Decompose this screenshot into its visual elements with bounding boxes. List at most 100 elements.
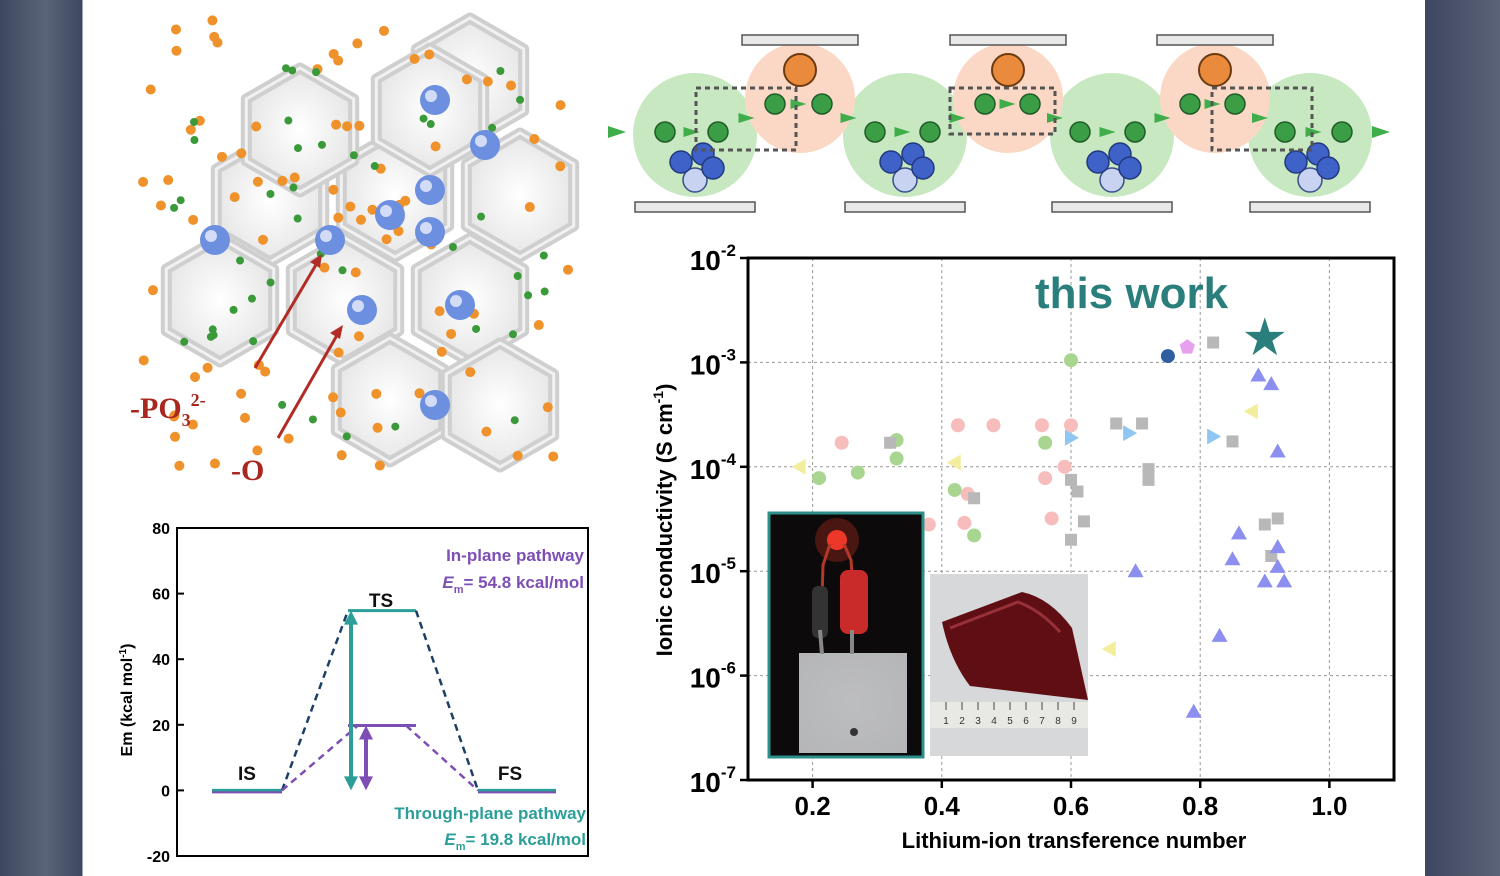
phosphonate-atom [512,450,523,461]
lithium-atom [338,266,347,275]
state-label-is: IS [238,764,256,785]
phosphonate-atom [252,176,263,187]
framework-hexagon [440,337,560,473]
ruler-number: 1 [943,716,949,727]
phosphonate-atom [328,184,339,195]
lithium-atom [236,256,245,265]
substrate-plate [949,34,1067,46]
data-point-circle [1160,349,1175,364]
red-arrow [253,254,343,439]
phosphonate-atom [542,402,553,413]
phosphonate-atom [555,100,566,111]
data-point-circle [889,451,904,466]
anion-cluster-highlight [420,180,432,192]
data-point-triangle-up [1269,443,1286,458]
data-point-triangle-up [1127,563,1144,578]
lithium-ion [654,121,676,143]
lithium-atom [342,432,351,441]
y-tick-label: 10-7 [690,763,736,798]
phosphonate-atom [342,121,353,132]
substrate-plate [1249,201,1371,213]
anion-cluster-highlight [425,395,437,407]
hop-arrow [1252,113,1268,123]
barrier-arrow-high-head [344,776,358,791]
lithium-atom [284,116,293,125]
phosphonate-atom [400,195,411,206]
anion-cluster-highlight [425,90,437,102]
phosphonate-atom [319,262,330,273]
data-point-triangle-up [1269,558,1286,573]
orange-halo [1160,43,1270,153]
data-point-square [1207,336,1220,349]
plot-frame [176,527,589,857]
lithium-atom [278,400,287,409]
data-point-triangle-up [1256,573,1273,588]
y-tick-label: 10-5 [690,554,736,589]
hop-arrow [1154,113,1171,123]
x-tick-label: 1.0 [1311,791,1347,821]
framework-hexagon-highlight [334,336,446,464]
substrate-plate [844,201,966,213]
data-point-triangle-right [1207,428,1222,445]
data-points [791,317,1293,718]
data-point-circle [986,418,1001,433]
anion-cluster [879,150,903,174]
phosphonate-atom [258,234,269,245]
phosphonate-atom [187,419,198,430]
orange-halo [953,43,1063,153]
ruler-number: 4 [991,716,997,727]
phosphonate-atom [430,141,441,152]
y-tick-label: -20 [147,849,170,866]
state-label-ts: TS [369,591,393,612]
phosphonate-atom [277,175,288,186]
data-point-triangle-up [1224,551,1241,566]
lithium-ion [707,121,729,143]
lithium-atom [448,242,457,251]
lithium-atom [208,325,217,334]
data-point-square [1226,435,1239,448]
phosphonate-atom [424,49,435,60]
data-point-square [968,492,981,505]
data-point-triangle-left [1101,640,1116,657]
lithium-atom [288,66,297,75]
phosphonate-atom [563,264,574,275]
lithium-ion [1224,93,1246,115]
data-point-square [1065,473,1077,486]
x-tick-label: 0.4 [924,791,961,821]
data-point-triangle-left [791,458,806,475]
framework-hexagon-highlight [244,66,356,194]
lithium-ion [1274,121,1296,143]
lithium-atom [391,422,400,431]
lithium-atom [496,67,505,76]
data-point-circle [850,465,865,480]
data-point-square [1136,417,1149,430]
lithium-ion [1124,121,1146,143]
y-tick-label: 10-3 [690,345,736,380]
orange-halo [745,43,855,153]
data-point-triangle-right [1065,429,1079,446]
data-point-square [1142,473,1155,486]
phosphonate-atom [163,175,174,186]
phosphonate-site [991,53,1025,87]
data-point-circle [947,482,962,497]
phosphonate-atom [378,25,389,36]
phosphonate-atom [371,388,382,399]
framework-hexagon-highlight [464,131,576,259]
phosphonate-atom [171,45,182,56]
inset-photo-pouch-cell [767,511,925,759]
phosphonate-atom [229,192,240,203]
hop-arrow [608,126,626,138]
y-tick-label: 20 [152,718,170,735]
lithium-atom [524,291,533,300]
data-point-triangle-up [1185,703,1202,718]
barrier-arrow-high-head [344,610,358,625]
data-point-pentagon [1179,339,1195,354]
anchor-group [1099,167,1125,193]
phosphonate-site [1198,53,1232,87]
phosphonate-atom [481,426,492,437]
data-point-triangle-up [1211,627,1228,642]
data-point-square [1071,485,1084,498]
phosphonate-atom [409,53,420,64]
lithium-ion [764,93,786,115]
